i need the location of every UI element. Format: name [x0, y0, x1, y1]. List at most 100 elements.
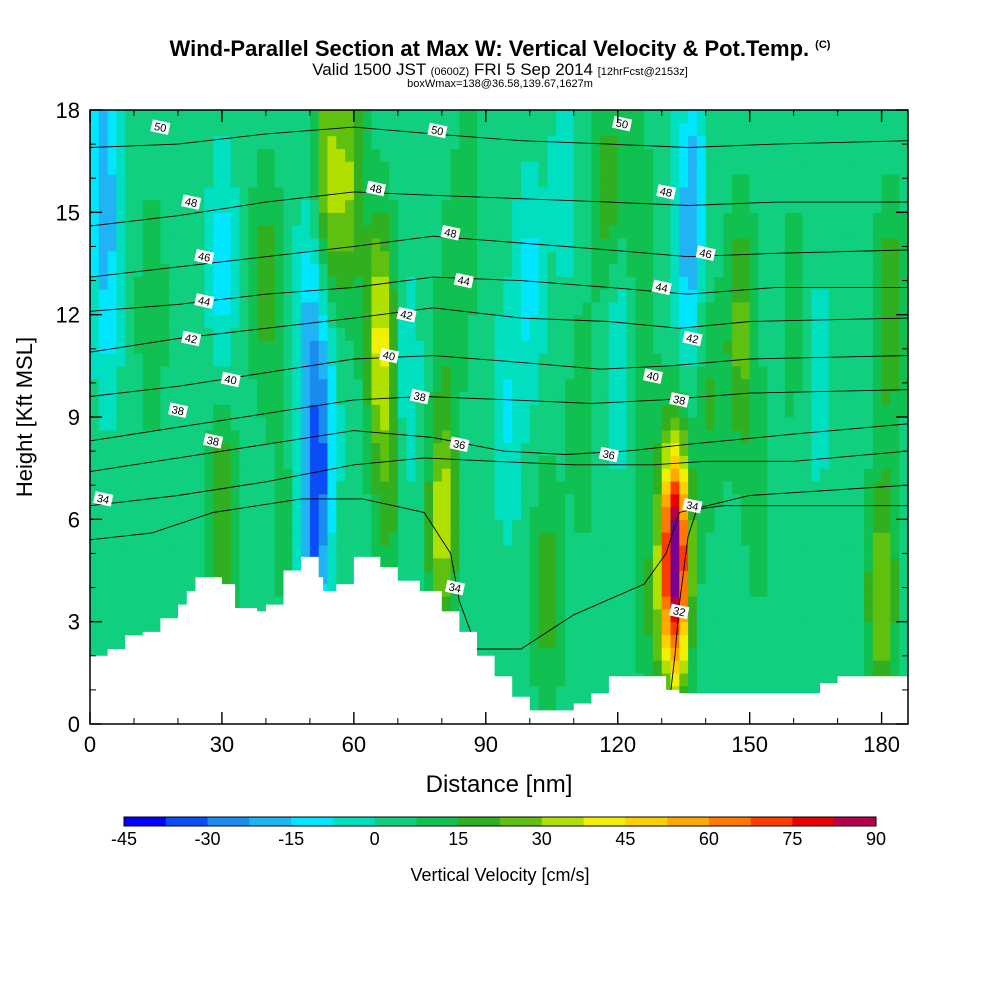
velocity-cell [441, 442, 452, 456]
velocity-cell [529, 455, 540, 469]
velocity-cell [881, 660, 892, 674]
velocity-cell [371, 519, 381, 533]
velocity-cell [485, 557, 496, 572]
velocity-cell [688, 340, 698, 354]
velocity-cell [670, 122, 680, 137]
velocity-cell [617, 314, 628, 329]
velocity-cell [855, 557, 865, 572]
velocity-cell [855, 250, 865, 265]
velocity-cell [318, 544, 329, 559]
velocity-cell [177, 417, 188, 431]
velocity-cell [573, 301, 584, 316]
velocity-cell [345, 225, 355, 239]
velocity-cell [617, 583, 628, 597]
velocity-cell [793, 519, 804, 533]
velocity-cell [116, 327, 126, 341]
velocity-cell [899, 122, 908, 137]
velocity-cell [520, 353, 531, 367]
velocity-cell [688, 442, 698, 456]
velocity-cell [635, 608, 645, 623]
velocity-cell [257, 442, 267, 456]
velocity-cell [477, 404, 487, 418]
velocity-cell [213, 557, 223, 572]
velocity-cell [793, 212, 804, 226]
velocity-cell [327, 493, 337, 508]
velocity-cell [336, 506, 346, 520]
velocity-cell [872, 519, 883, 533]
velocity-cell [336, 378, 346, 393]
velocity-cell [626, 532, 636, 546]
velocity-cell [283, 289, 293, 303]
velocity-cell [336, 173, 346, 188]
velocity-cell [371, 161, 381, 175]
velocity-cell [125, 225, 135, 239]
velocity-cell [125, 417, 135, 431]
velocity-cell [142, 314, 153, 329]
velocity-cell [538, 391, 548, 405]
velocity-cell [512, 442, 522, 456]
velocity-cell [397, 173, 408, 188]
velocity-cell [406, 532, 417, 546]
velocity-cell [397, 122, 408, 137]
velocity-cell [635, 570, 645, 584]
velocity-cell [793, 353, 804, 367]
velocity-cell [503, 225, 513, 239]
velocity-cell [617, 250, 628, 265]
velocity-cell [644, 532, 654, 546]
velocity-cell [477, 506, 487, 520]
velocity-cell [397, 276, 408, 290]
velocity-cell [714, 532, 724, 546]
velocity-cell [688, 365, 698, 380]
velocity-cell [318, 557, 329, 572]
velocity-cell [345, 186, 355, 201]
velocity-cell [802, 506, 812, 520]
velocity-cell [679, 442, 689, 456]
velocity-cell [714, 557, 724, 572]
velocity-cell [213, 468, 223, 482]
velocity-cell [274, 122, 285, 137]
velocity-cell [116, 519, 126, 533]
velocity-cell [177, 122, 188, 137]
velocity-cell [547, 404, 557, 418]
contour-label: 50 [150, 119, 171, 135]
velocity-cell [397, 378, 408, 393]
velocity-cell [749, 493, 760, 508]
velocity-cell [257, 417, 267, 431]
velocity-cell [538, 544, 548, 559]
contour-label: 48 [365, 180, 386, 197]
velocity-cell [776, 608, 786, 623]
velocity-cell [600, 276, 610, 290]
velocity-cell [635, 161, 645, 175]
velocity-cell [503, 340, 513, 354]
velocity-cell [679, 237, 689, 252]
velocity-cell [274, 250, 285, 265]
velocity-cell [248, 570, 258, 584]
velocity-cell [397, 468, 408, 482]
velocity-cell [529, 608, 540, 623]
velocity-cell [890, 519, 900, 533]
velocity-cell [890, 417, 900, 431]
velocity-cell [740, 135, 751, 149]
velocity-cell [380, 289, 390, 303]
velocity-cell [529, 225, 540, 239]
velocity-cell [591, 672, 601, 687]
velocity-cell [142, 237, 153, 252]
velocity-cell [441, 135, 452, 149]
velocity-cell [899, 544, 908, 559]
velocity-cell [116, 608, 126, 623]
velocity-cell [723, 173, 733, 188]
velocity-cell [433, 148, 443, 162]
velocity-cell [749, 647, 760, 661]
velocity-cell [564, 608, 575, 623]
velocity-cell [151, 532, 161, 546]
velocity-cell [705, 532, 716, 546]
velocity-cell [872, 263, 883, 277]
velocity-cell [274, 480, 285, 495]
velocity-cell [564, 506, 575, 520]
velocity-cell [327, 468, 337, 482]
velocity-cell [661, 442, 672, 456]
velocity-cell [186, 570, 197, 584]
velocity-cell [732, 608, 742, 623]
velocity-cell [749, 186, 760, 201]
velocity-cell [195, 161, 205, 175]
